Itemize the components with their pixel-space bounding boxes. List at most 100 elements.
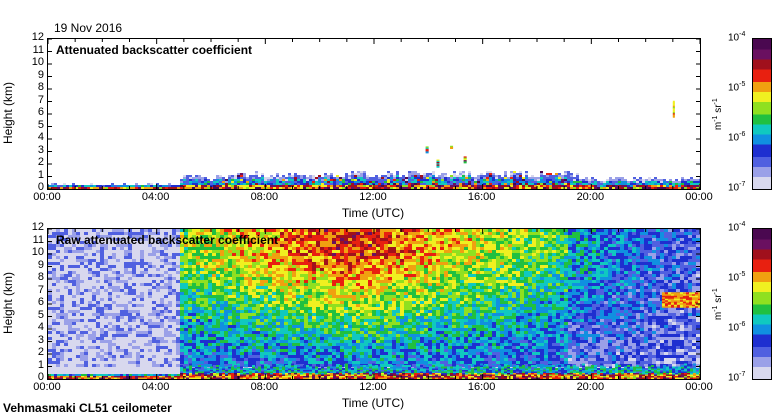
heatmap-cell [508,349,512,352]
heatmap-cell [696,179,699,181]
heatmap-cell [570,185,573,187]
heatmap-cell [536,229,540,232]
heatmap-cell [436,343,440,346]
heatmap-cell [546,173,549,175]
heatmap-cell [580,307,584,310]
heatmap-cell [69,187,72,189]
heatmap-cell [656,262,660,265]
heatmap-cell [536,301,540,304]
heatmap-cell [459,173,462,175]
heatmap-cell [436,292,440,295]
heatmap-cell [560,343,564,346]
heatmap-cell [294,183,297,185]
heatmap-cell [568,307,572,310]
heatmap-cell [636,247,640,250]
heatmap-cell [656,289,660,292]
heatmap-cell [580,313,584,316]
heatmap-cell [544,313,548,316]
heatmap-cell [544,340,548,343]
heatmap-cell [632,271,636,274]
heatmap-cell [528,289,532,292]
heatmap-cell [416,280,420,283]
heatmap-cell [668,229,672,232]
heatmap-cell [360,179,363,181]
heatmap-cell [476,253,480,256]
heatmap-cell [432,268,436,271]
heatmap-cell [468,331,472,334]
heatmap-cell [480,313,484,316]
heatmap-cell [580,250,584,253]
heatmap-cell [616,265,620,268]
heatmap-cell [552,253,556,256]
heatmap-cell [596,337,600,340]
heatmap-cell [452,268,456,271]
heatmap-cell [656,343,660,346]
heatmap-cell [540,265,544,268]
heatmap-cell [464,364,468,367]
heatmap-cell [412,289,416,292]
heatmap-cell [688,238,692,241]
heatmap-cell [652,289,656,292]
heatmap-cell [330,173,333,175]
heatmap-cell [261,177,264,179]
heatmap-cell [624,352,628,355]
heatmap-cell [448,274,452,277]
heatmap-cell [573,185,576,187]
heatmap-cell [480,328,484,331]
heatmap-cell [684,352,688,355]
heatmap-cell [555,181,558,183]
heatmap-cell [568,277,572,280]
heatmap-cell [652,307,656,310]
heatmap-cell [588,286,592,289]
heatmap-cell [699,181,700,183]
heatmap-cell [378,187,381,189]
heatmap-cell [548,280,552,283]
heatmap-cell [540,343,544,346]
heatmap-cell [640,256,644,259]
heatmap-cell [624,319,628,322]
heatmap-cell [460,256,464,259]
heatmap-cell [444,244,448,247]
heatmap-cell [402,181,405,183]
heatmap-cell [532,316,536,319]
heatmap-cell [620,244,624,247]
heatmap-cell [572,256,576,259]
heatmap-cell [608,325,612,328]
heatmap-cell [584,349,588,352]
heatmap-cell [672,334,676,337]
heatmap-cell [680,244,684,247]
heatmap-cell [500,349,504,352]
heatmap-cell [504,355,508,358]
heatmap-cell [345,179,348,181]
heatmap-cell [684,343,688,346]
heatmap-cell [692,241,696,244]
heatmap-cell [424,322,428,325]
heatmap-cell [656,316,660,319]
heatmap-cell [632,253,636,256]
heatmap-cell [612,325,616,328]
heatmap-cell [496,280,500,283]
heatmap-cell [552,301,556,304]
heatmap-cell [306,181,309,183]
heatmap-cell [417,179,420,181]
heatmap-cell [516,183,519,185]
heatmap-cell [628,289,632,292]
heatmap-cell [441,173,444,175]
heatmap-cell [633,187,636,189]
heatmap-cell [639,185,642,187]
heatmap-cell [204,177,207,179]
heatmap-cell [213,183,216,185]
heatmap-cell [436,316,440,319]
heatmap-cell [544,316,548,319]
heatmap-cell [351,171,354,173]
heatmap-cell [207,181,210,183]
heatmap-cell [536,268,540,271]
heatmap-cell [604,340,608,343]
heatmap-cell [303,177,306,179]
heatmap-cell [616,346,620,349]
heatmap-cell [468,301,472,304]
heatmap-cell [440,310,444,313]
heatmap-cell [636,187,639,189]
heatmap-cell [412,259,416,262]
heatmap-cell [696,358,700,361]
